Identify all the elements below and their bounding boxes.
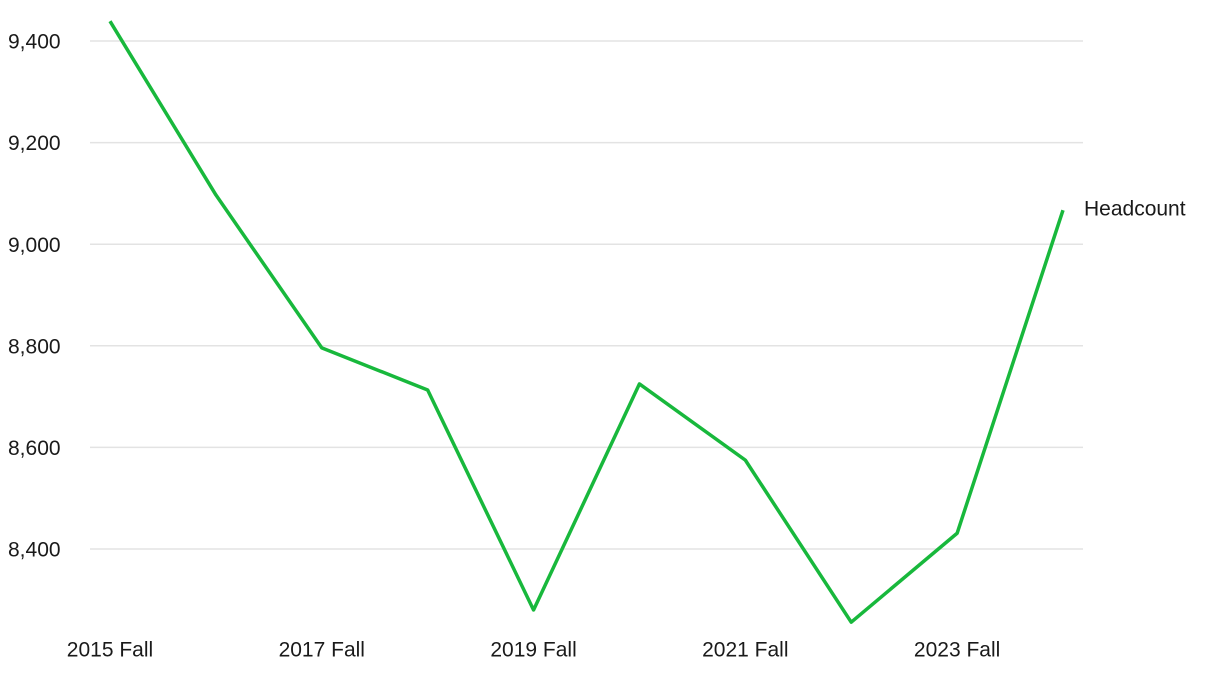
x-tick-label: 2017 Fall bbox=[279, 639, 365, 662]
series-label: Headcount bbox=[1084, 198, 1186, 221]
y-tick-label: 9,200 bbox=[8, 132, 61, 155]
y-tick-label: 9,400 bbox=[8, 31, 61, 54]
x-tick-label: 2015 Fall bbox=[67, 639, 153, 662]
x-tick-label: 2019 Fall bbox=[490, 639, 576, 662]
y-tick-label: 8,400 bbox=[8, 539, 61, 562]
x-tick-label: 2021 Fall bbox=[702, 639, 788, 662]
y-tick-label: 8,600 bbox=[8, 437, 61, 460]
y-tick-label: 9,000 bbox=[8, 234, 61, 257]
x-tick-label: 2023 Fall bbox=[914, 639, 1000, 662]
y-tick-label: 8,800 bbox=[8, 335, 61, 358]
line bbox=[108, 20, 1065, 624]
